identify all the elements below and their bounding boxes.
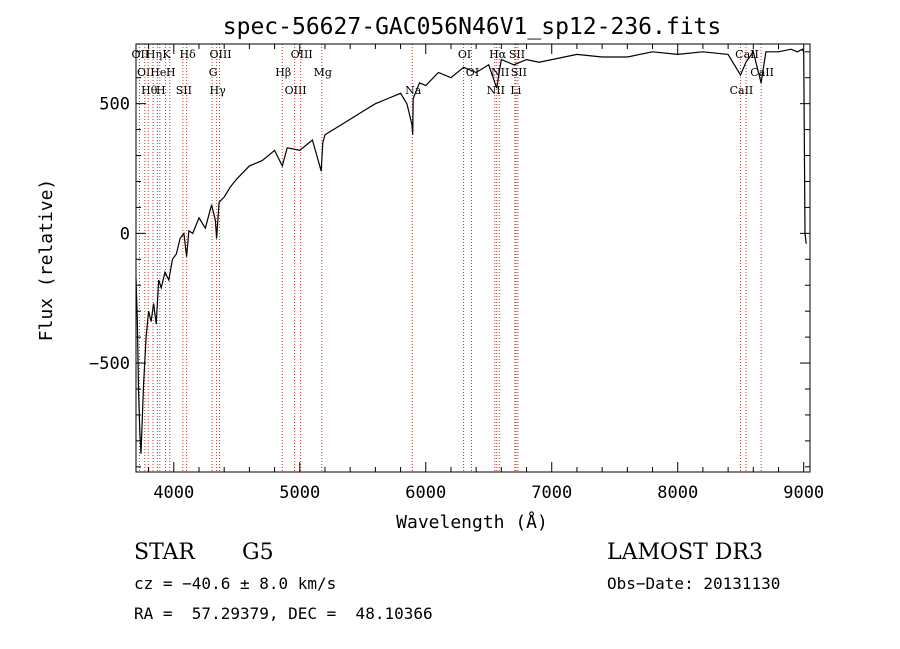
survey-name: LAMOST DR3 (607, 540, 763, 565)
line-marker-label: NII (487, 84, 505, 97)
x-tick-label: 5000 (279, 483, 320, 503)
line-marker-label: SII (509, 48, 525, 61)
line-marker-label: Mg (314, 66, 332, 79)
x-axis-label: Wavelength (Å) (396, 511, 548, 533)
line-marker-label: Hη (146, 48, 162, 61)
y-axis-label: Flux (relative) (36, 179, 57, 342)
ra-dec-coordinates: RA = 57.29379, DEC = 48.10366 (134, 604, 433, 623)
line-marker-label: CaII (730, 84, 754, 97)
x-tick-label: 4000 (153, 483, 194, 503)
spectrum (135, 48, 807, 454)
line-marker-label: He (150, 66, 166, 79)
x-tick-label: 9000 (783, 483, 824, 503)
x-tick-label: 6000 (405, 483, 446, 503)
line-marker-label: Hα (489, 48, 507, 61)
x-tick-label: 8000 (657, 483, 698, 503)
line-markers: OIIOIIHθHηHeHKHSIIHδGHγOIIIHβOIIIOIIIMgN… (132, 44, 774, 472)
y-tick-label: 500 (99, 95, 130, 115)
line-marker-label: K (162, 48, 171, 61)
line-marker-label: Hδ (180, 48, 197, 61)
line-marker-label: Hγ (210, 84, 227, 97)
y-tick-label: −500 (89, 354, 130, 374)
plot-frame (135, 43, 811, 473)
line-marker-label: SII (176, 84, 192, 97)
line-marker-label: OII (137, 66, 155, 79)
axes: 4000 5000 6000 7000 8000 9000 −500 0 500 (89, 43, 824, 503)
x-tick-label: 7000 (531, 483, 572, 503)
line-marker-label: SII (511, 66, 527, 79)
line-marker-label: OI (458, 48, 471, 61)
object-subclass: G5 (242, 540, 274, 565)
line-marker-label: Hβ (275, 66, 291, 79)
line-marker-label: OIII (285, 84, 307, 97)
spectrum-line (135, 48, 807, 454)
object-class: STAR (134, 540, 195, 565)
line-marker-label: OIII (291, 48, 313, 61)
redshift-cz: cz = −40.6 ± 8.0 km/s (134, 574, 337, 593)
line-marker-label: H (156, 84, 166, 97)
y-tick-label: 0 (120, 224, 130, 244)
line-marker-label: CaII (735, 48, 759, 61)
line-marker-label: Na (405, 84, 422, 97)
line-marker-label: G (209, 66, 218, 79)
line-marker-label: Li (510, 84, 521, 97)
line-marker-label: Hθ (141, 84, 158, 97)
observation-date: Obs−Date: 20131130 (607, 574, 781, 593)
line-marker-label: OIII (209, 48, 231, 61)
line-marker-label: NII (491, 66, 509, 79)
line-marker-label: H (166, 66, 176, 79)
chart-title: spec-56627-GAC056N46V1_sp12-236.fits (223, 14, 722, 40)
